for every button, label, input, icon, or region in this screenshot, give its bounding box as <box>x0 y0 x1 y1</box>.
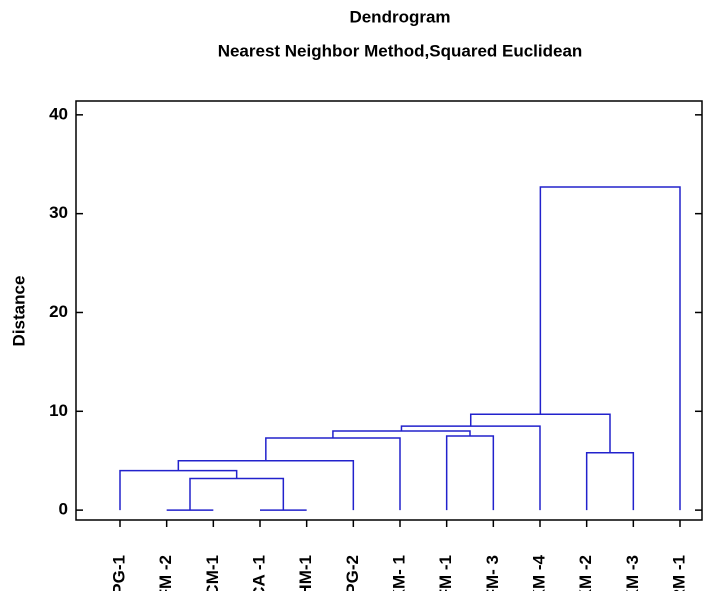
leaf-label: PG-1 <box>109 555 128 591</box>
y-tick-label: 40 <box>49 104 68 123</box>
merge-link <box>585 452 635 511</box>
y-tick-label: 0 <box>59 500 68 519</box>
merge-link <box>189 477 285 511</box>
merge-link <box>400 425 541 511</box>
leaf-label: KM -4 <box>529 554 548 591</box>
leaf-label: KM -3 <box>623 555 642 591</box>
leaf-label: PG-2 <box>343 555 362 591</box>
leaf-label: FM -2 <box>156 555 175 591</box>
leaf-label: HM-1 <box>296 555 315 591</box>
leaf-label: FM- 3 <box>483 555 502 591</box>
chart-subtitle: Nearest Neighbor Method,Squared Euclidea… <box>218 41 583 60</box>
merge-link <box>119 469 238 511</box>
y-tick-label: 10 <box>49 401 68 420</box>
plot-frame <box>75 100 703 521</box>
merge-link <box>265 437 401 511</box>
leaf-label: KM- 1 <box>389 555 408 591</box>
leaf-label: FM -1 <box>436 555 455 591</box>
y-tick-label: 20 <box>49 302 68 321</box>
leaf-label: CM-1 <box>203 555 222 591</box>
merge-link <box>539 186 681 511</box>
merge-link <box>445 435 495 511</box>
y-tick-label: 30 <box>49 203 68 222</box>
leaf-label: RM -1 <box>669 555 688 591</box>
chart-title: Dendrogram <box>349 7 450 26</box>
y-axis-label: Distance <box>9 276 28 347</box>
merge-link <box>177 459 355 511</box>
leaf-label: CA -1 <box>249 555 268 591</box>
leaf-label: KM -2 <box>576 555 595 591</box>
merge-link <box>469 413 611 453</box>
merge-link <box>332 430 471 438</box>
